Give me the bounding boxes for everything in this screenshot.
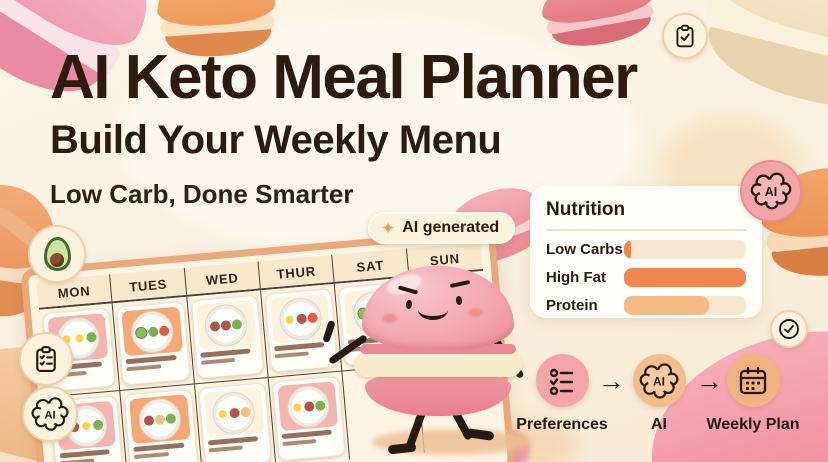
avocado-badge: [28, 225, 86, 283]
clipboard-check-badge: [662, 13, 708, 59]
meal-plate-icon: [211, 389, 257, 436]
calendar-day-thur: THUR: [258, 254, 335, 289]
brain-ai-outline-badge: AI: [22, 386, 78, 442]
calendar-day-tues: TUES: [110, 267, 187, 302]
page-tagline: Low Carb, Done Smarter: [50, 179, 354, 210]
nutrition-label-protein: Protein: [546, 296, 598, 314]
calendar-day-wed: WED: [184, 261, 261, 295]
calendar-icon: [739, 366, 767, 394]
ai-generated-label: AI generated: [402, 219, 500, 236]
brain-ai-icon: AI: [750, 172, 792, 210]
weekly-plan-label: Weekly Plan: [706, 416, 800, 433]
nutrition-row: Protein: [546, 295, 746, 315]
clipboard-check-icon: [676, 24, 694, 48]
check-circle-badge: [770, 310, 808, 348]
flow-step-preferences: Preferences: [512, 354, 612, 434]
meal-card: [116, 301, 191, 386]
nutrition-label-low-carbs: Low Carbs: [546, 240, 623, 258]
ai-label: AI: [651, 416, 667, 433]
meal-plate-icon: [137, 396, 183, 442]
meal-card: [190, 294, 265, 380]
divider: [546, 229, 746, 231]
brain-ai-pink-badge: AI: [740, 160, 802, 222]
nutrition-bar-fill: [624, 239, 632, 259]
ai-generated-badge: ✦ AI generated: [368, 212, 516, 244]
checklist-badge: [19, 332, 73, 386]
macaron-mascot: [322, 258, 532, 462]
mascot-blush: [382, 314, 397, 323]
nutrition-bar-track: [624, 239, 746, 259]
nutrition-row: Low Carbs: [546, 239, 746, 259]
sparkle-icon: ✦: [381, 218, 396, 238]
page-subtitle: Build Your Weekly Menu: [50, 118, 502, 163]
preferences-circle: [535, 354, 589, 407]
checklist-icon: [549, 368, 574, 395]
meal-plate-icon: [203, 302, 249, 348]
meal-card: [272, 375, 347, 462]
svg-text:AI: AI: [44, 409, 55, 421]
flow-step-ai: AI AI: [626, 354, 692, 434]
nutrition-bar-fill: [624, 295, 710, 315]
meal-card: [123, 388, 198, 462]
brain-ai-icon: AI: [639, 362, 679, 399]
nutrition-row: High Fat: [546, 267, 746, 287]
nutrition-bar-track: [624, 267, 746, 287]
meal-plate-icon: [129, 308, 175, 355]
hero-text-block: AI Keto Meal Planner Build Your Weekly M…: [50, 43, 638, 210]
nutrition-title: Nutrition: [546, 199, 626, 220]
flow-step-weekly-plan: Weekly Plan: [700, 354, 806, 434]
check-circle-icon: [779, 319, 799, 339]
meal-card: [197, 382, 273, 462]
meal-plate-icon: [277, 295, 324, 342]
svg-text:AI: AI: [653, 374, 665, 388]
nutrition-bar-track: [624, 295, 746, 315]
meal-plate-icon: [285, 383, 331, 429]
nutrition-bar-fill: [624, 267, 746, 287]
avocado-icon: [43, 237, 71, 271]
mascot-mouth: [418, 300, 448, 320]
brain-ai-icon: AI: [31, 397, 69, 431]
weekly-plan-circle: [726, 354, 780, 407]
nutrition-card: Nutrition Low Carbs High Fat Protein: [530, 186, 762, 318]
preferences-label: Preferences: [516, 416, 608, 433]
mascot-cream-filling: [354, 352, 522, 377]
svg-text:AI: AI: [765, 185, 777, 199]
mascot-foot-left: [387, 442, 417, 455]
ai-circle: AI: [632, 354, 686, 407]
nutrition-label-high-fat: High Fat: [546, 268, 606, 286]
page-title: AI Keto Meal Planner: [50, 43, 638, 112]
flow-arrow: →: [696, 366, 723, 396]
flow-arrow: →: [598, 366, 625, 396]
clipboard-list-icon: [36, 346, 56, 372]
mascot-blush: [468, 308, 483, 317]
mascot-shell-bottom: [365, 374, 511, 416]
